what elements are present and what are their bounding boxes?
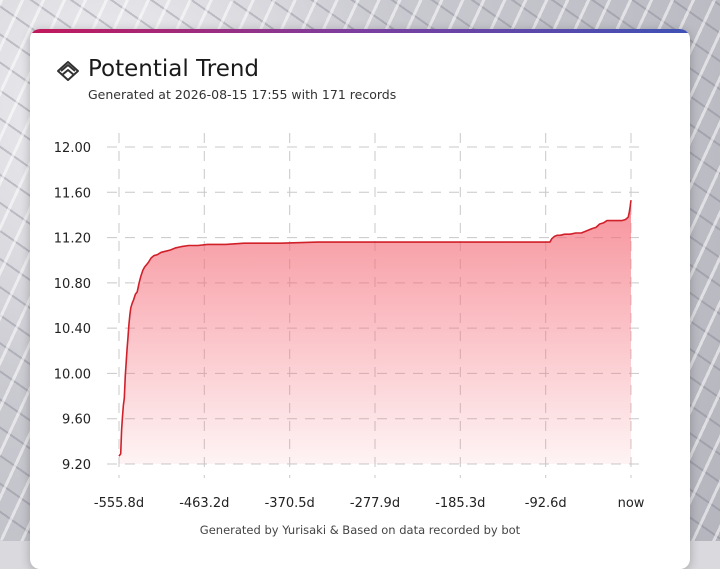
y-tick-label: 9.20 — [62, 458, 91, 473]
chevron-stack-icon — [57, 61, 79, 81]
x-tick-label: -370.5d — [265, 496, 315, 511]
trend-chart: 9.20 9.60 10.00 10.40 10.80 11.20 11.60 12.00 -5… — [54, 133, 647, 511]
card-accent-bar — [30, 29, 690, 33]
series-line — [118, 200, 632, 457]
y-tick-label: 11.20 — [54, 232, 91, 247]
y-tick-label: 11.60 — [54, 186, 91, 201]
footer-credit: Generated by Yurisaki & Based on data re… — [199, 523, 521, 537]
y-tick-label: 10.80 — [54, 277, 91, 292]
y-tick-label: 12.00 — [54, 141, 91, 156]
series-area — [119, 200, 631, 464]
x-tick-label: -277.9d — [350, 496, 400, 511]
page-title: Potential Trend — [88, 56, 260, 82]
x-tick-label: -185.3d — [435, 496, 485, 511]
chart-card: Potential Trend Generated at 2026-08-15 … — [30, 29, 690, 569]
x-tick-label: now — [618, 496, 645, 511]
x-tick-label: -463.2d — [179, 496, 229, 511]
x-tick-label: -555.8d — [94, 496, 144, 511]
y-tick-label: 9.60 — [62, 413, 91, 428]
y-tick-label: 10.40 — [54, 322, 91, 337]
page-subtitle: Generated at 2026-08-15 17:55 with 171 r… — [88, 87, 397, 102]
y-tick-label: 10.00 — [54, 367, 91, 382]
x-tick-label: -92.6d — [525, 496, 567, 511]
